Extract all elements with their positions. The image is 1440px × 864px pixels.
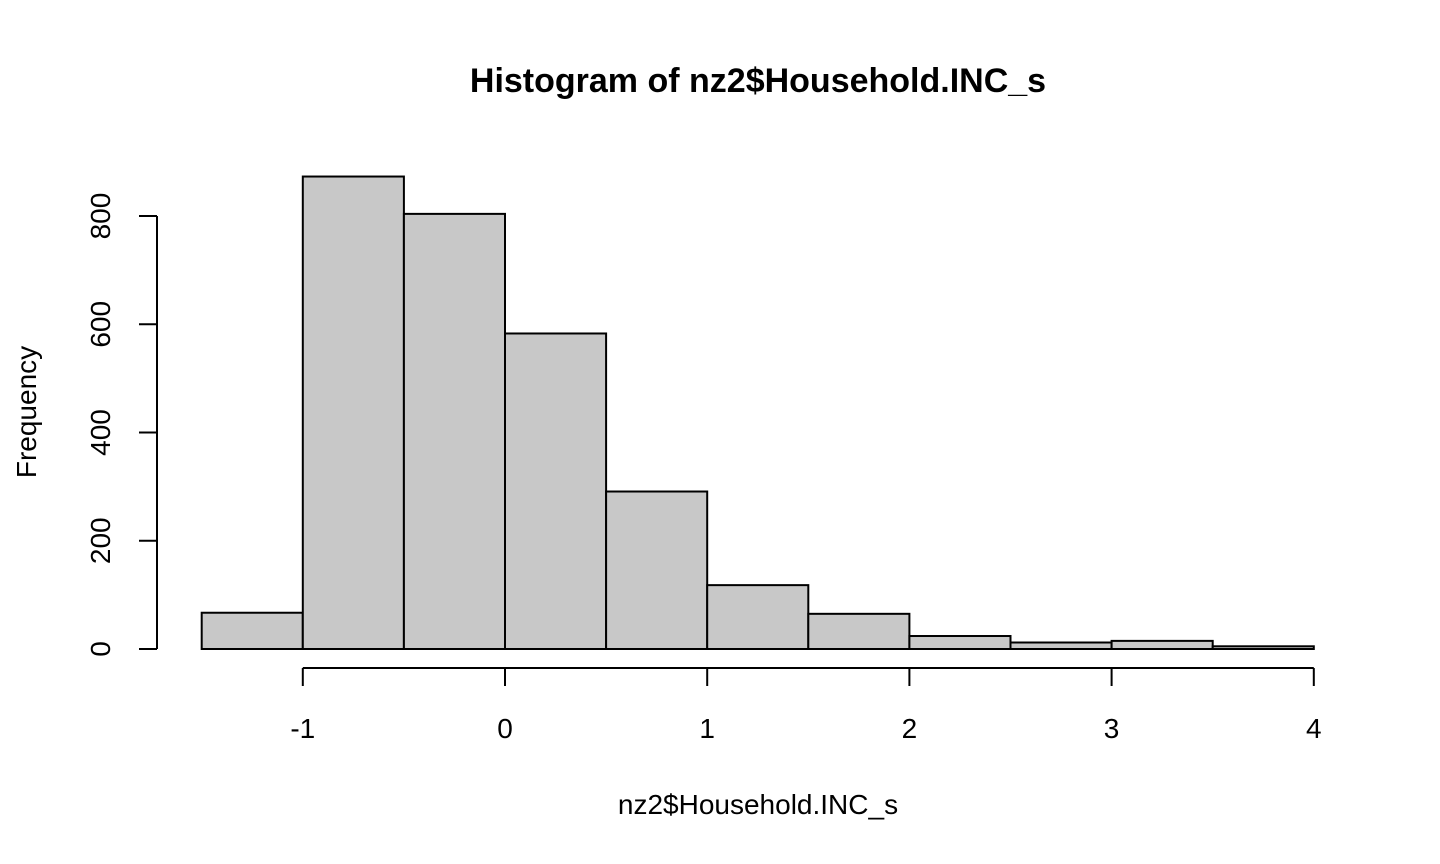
chart-title: Histogram of nz2$Household.INC_s: [470, 62, 1046, 100]
x-tick-label-0: -1: [290, 713, 315, 744]
y-tick-label-0: 0: [85, 641, 116, 657]
histogram-bar-6: [807, 612, 911, 651]
x-tick-label-5: 4: [1306, 713, 1322, 744]
histogram-bar-4: [605, 490, 709, 650]
histogram-bar-1: [301, 175, 405, 650]
x-tick-label-3: 2: [902, 713, 918, 744]
histogram-bar-3: [504, 332, 608, 650]
y-axis: 0 200 400 600 800: [85, 193, 158, 657]
y-axis-label: Frequency: [11, 346, 42, 478]
x-tick-label-1: 0: [497, 713, 513, 744]
histogram-bar-8: [1009, 641, 1113, 651]
histogram-bar-2: [402, 212, 506, 650]
histogram-bar-9: [1110, 639, 1214, 651]
y-tick-label-3: 600: [85, 301, 116, 348]
x-tick-label-2: 1: [699, 713, 715, 744]
x-tick-label-4: 3: [1104, 713, 1120, 744]
x-axis: -1 0 1 2 3 4: [290, 667, 1322, 744]
histogram-bar-10: [1211, 645, 1315, 651]
histogram-bar-0: [200, 611, 304, 651]
x-axis-label: nz2$Household.INC_s: [618, 789, 898, 820]
bars-group: [200, 175, 1315, 651]
y-tick-label-1: 200: [85, 517, 116, 564]
y-tick-label-4: 800: [85, 193, 116, 240]
histogram-bar-7: [908, 635, 1012, 651]
y-tick-label-2: 400: [85, 409, 116, 456]
histogram-bar-5: [706, 584, 810, 651]
